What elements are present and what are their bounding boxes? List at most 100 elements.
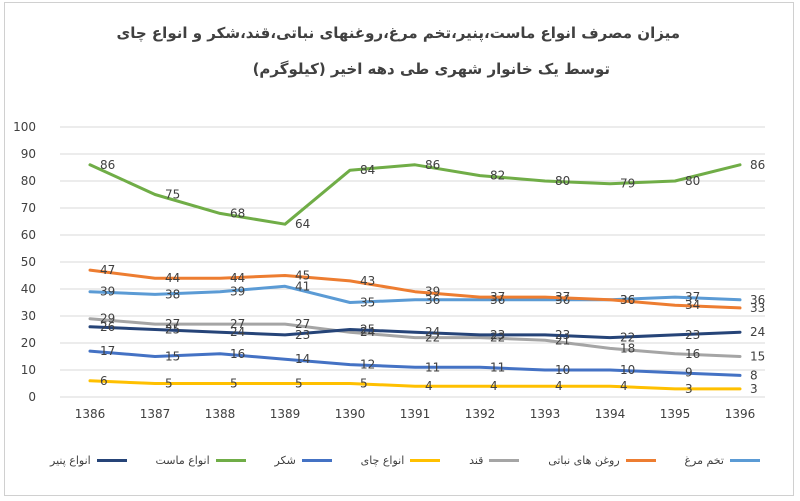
data-label: 23 [685, 328, 700, 342]
data-label: 18 [620, 341, 635, 355]
data-label: 36 [620, 293, 635, 307]
legend-item: تخم مرغ [684, 450, 760, 470]
data-label: 11 [425, 360, 440, 374]
legend-swatch [410, 458, 441, 462]
data-label: 36 [425, 293, 440, 307]
legend-swatch [301, 458, 332, 462]
data-label: 25 [165, 323, 180, 337]
data-label: 8 [750, 368, 758, 382]
data-label: 34 [685, 298, 700, 312]
data-label: 37 [555, 290, 570, 304]
series-line [88, 379, 742, 391]
legend-swatch [489, 458, 520, 462]
x-tick-label: 1396 [725, 407, 756, 421]
data-label: 4 [555, 379, 563, 393]
data-label: 10 [620, 363, 635, 377]
data-label: 39 [230, 285, 245, 299]
y-tick-label: 90 [21, 147, 36, 161]
data-label: 24 [425, 325, 440, 339]
data-label: 3 [750, 382, 758, 396]
data-label: 3 [685, 382, 693, 396]
y-tick-label: 60 [21, 228, 36, 242]
y-tick-label: 100 [13, 120, 36, 134]
data-label: 12 [360, 358, 375, 372]
data-label: 4 [620, 379, 628, 393]
legend-swatch [625, 458, 656, 462]
y-tick-label: 30 [21, 309, 36, 323]
data-label: 27 [165, 317, 180, 331]
data-label: 4 [490, 379, 498, 393]
series-line [88, 317, 742, 358]
data-label: 6 [100, 374, 108, 388]
legend-label: انواع چای [360, 453, 405, 467]
legend-label: تخم مرغ [684, 453, 724, 467]
y-tick-label: 80 [21, 174, 36, 188]
legend-item: انواع ماست [155, 450, 246, 470]
data-label: 5 [295, 377, 303, 391]
data-label: 37 [490, 290, 505, 304]
data-label: 44 [165, 271, 180, 285]
legend-label: روغن های نباتی [548, 453, 620, 467]
data-label: 5 [360, 377, 368, 391]
y-tick-label: 20 [21, 336, 36, 350]
legend: تخم مرغ روغن های نباتی قند انواع چای شکر انوا… [50, 450, 760, 470]
data-label: 79 [620, 177, 635, 191]
x-tick-label: 1390 [335, 407, 366, 421]
x-tick-label: 1389 [270, 407, 301, 421]
legend-label: شکر [274, 453, 296, 467]
data-label: 38 [165, 287, 180, 301]
data-label: 24 [750, 325, 765, 339]
legend-swatch [729, 458, 760, 462]
data-label: 80 [685, 174, 700, 188]
data-label: 15 [750, 350, 765, 364]
data-label: 33 [750, 301, 765, 315]
data-label: 75 [165, 188, 180, 202]
data-label: 23 [555, 328, 570, 342]
data-label: 43 [360, 274, 375, 288]
data-label: 26 [100, 320, 115, 334]
data-label: 24 [230, 325, 245, 339]
legend-item: انواع پنیر [50, 450, 127, 470]
data-label: 11 [490, 360, 505, 374]
x-tick-label: 1388 [205, 407, 236, 421]
data-label: 80 [555, 174, 570, 188]
data-label: 68 [230, 206, 245, 220]
data-label: 36 [750, 293, 765, 307]
series-line [88, 325, 742, 340]
data-label: 27 [230, 317, 245, 331]
legend-item: روغن های نباتی [548, 450, 656, 470]
data-label: 39 [425, 285, 440, 299]
x-tick-label: 1393 [530, 407, 561, 421]
data-label: 10 [555, 363, 570, 377]
data-label: 23 [295, 328, 310, 342]
chart-title: میزان مصرف انواع ماست،پنیر،تخم مرغ،روغنه… [116, 24, 680, 42]
y-tick-label: 0 [28, 390, 36, 404]
legend-item: شکر [274, 450, 332, 470]
data-label: 39 [100, 285, 115, 299]
series-line [88, 163, 742, 226]
x-tick-label: 1392 [465, 407, 496, 421]
series-line [88, 284, 742, 304]
data-label: 35 [360, 296, 375, 310]
x-tick-label: 1394 [595, 407, 626, 421]
y-tick-label: 40 [21, 282, 36, 296]
y-tick-label: 70 [21, 201, 36, 215]
data-label: 82 [490, 169, 505, 183]
legend-swatch [215, 458, 246, 462]
data-label: 22 [620, 331, 635, 345]
data-label: 14 [295, 352, 310, 366]
data-label: 84 [360, 163, 375, 177]
legend-label: قند [469, 453, 484, 467]
x-tick-label: 1387 [140, 407, 171, 421]
series-line [88, 268, 742, 310]
x-tick-label: 1386 [75, 407, 106, 421]
data-label: 16 [685, 347, 700, 361]
legend-swatch [96, 458, 127, 462]
series-line [88, 349, 742, 377]
data-label: 86 [100, 158, 115, 172]
data-label: 16 [230, 347, 245, 361]
data-label: 86 [425, 158, 440, 172]
data-label: 5 [165, 377, 173, 391]
data-label: 86 [750, 158, 765, 172]
